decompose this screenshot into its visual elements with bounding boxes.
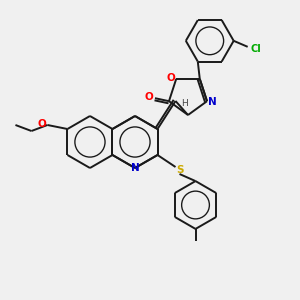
Text: O: O	[37, 119, 46, 129]
Text: S: S	[176, 165, 183, 175]
Text: N: N	[208, 97, 216, 107]
Text: Cl: Cl	[250, 44, 261, 54]
Text: O: O	[145, 92, 153, 102]
Text: O: O	[167, 73, 176, 83]
Text: N: N	[130, 163, 140, 173]
Text: H: H	[181, 98, 188, 107]
